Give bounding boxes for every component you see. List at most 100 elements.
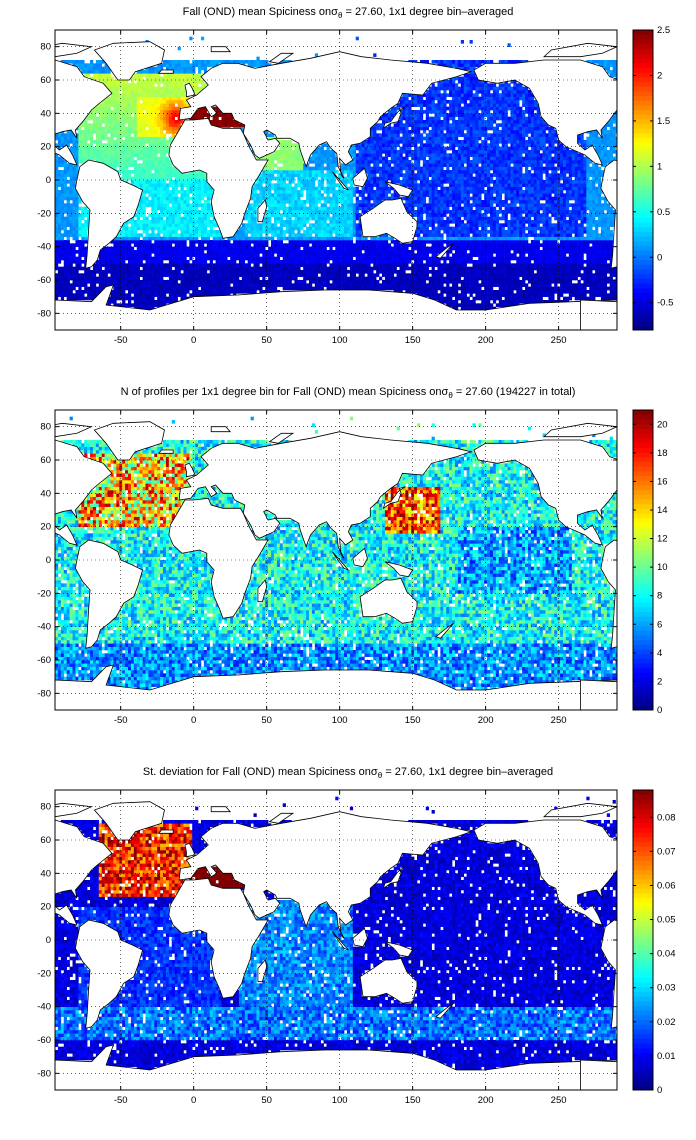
data-cell: [57, 216, 62, 221]
data-cell: [376, 163, 380, 167]
data-cell: [148, 256, 152, 261]
data-cell: [364, 160, 368, 164]
data-cell: [122, 270, 126, 274]
data-cell: [326, 156, 330, 161]
data-cell: [55, 226, 59, 231]
data-cell: [107, 140, 111, 144]
data-cell: [171, 300, 175, 304]
data-cell: [195, 110, 199, 114]
data-cell: [160, 286, 164, 291]
data-cell: [206, 243, 211, 247]
data-cell: [227, 116, 231, 121]
data-cell: [142, 293, 146, 297]
data-cell: [367, 153, 371, 157]
data-cell: [399, 256, 403, 261]
data-cell: [341, 283, 345, 287]
data-cell: [63, 166, 67, 171]
data-cell: [180, 86, 184, 91]
data-cell: [349, 203, 354, 207]
data-cell: [384, 266, 389, 271]
data-cell: [127, 116, 132, 121]
data-cell: [122, 133, 126, 137]
data-cell: [314, 210, 319, 214]
data-cell: [358, 156, 362, 161]
data-cell: [165, 273, 170, 277]
data-cell: [160, 100, 164, 104]
data-cell: [154, 216, 158, 221]
data-cell: [136, 150, 140, 154]
data-cell: [294, 240, 298, 244]
data-cell: [189, 173, 193, 177]
data-cell: [177, 246, 181, 251]
data-cell: [145, 70, 149, 74]
data-cell: [177, 236, 181, 241]
data-cell: [168, 296, 173, 301]
data-cell: [142, 216, 146, 221]
data-cell: [323, 273, 327, 277]
data-cell: [317, 170, 321, 174]
data-cell: [195, 293, 199, 297]
data-cell: [142, 226, 146, 231]
data-cell: [349, 226, 354, 231]
data-cell: [55, 253, 59, 257]
data-cell: [130, 146, 135, 151]
data-cell: [180, 243, 184, 247]
data-cell: [358, 163, 362, 167]
data-cell: [154, 150, 158, 154]
data-cell: [142, 240, 146, 244]
data-cell: [308, 183, 313, 187]
data-cell: [198, 253, 202, 257]
data-cell: [285, 260, 289, 264]
data-cell: [209, 250, 213, 254]
data-cell: [203, 266, 208, 271]
data-cell: [168, 103, 173, 107]
data-cell: [160, 146, 164, 151]
data-cell: [253, 223, 257, 227]
data-cell: [376, 153, 380, 157]
data-cell: [276, 160, 281, 164]
data-cell: [323, 150, 327, 154]
data-cell: [148, 233, 152, 237]
data-cell: [163, 293, 167, 297]
data-cell: [373, 150, 377, 154]
data-cell: [198, 86, 202, 91]
data-cell: [168, 136, 173, 141]
data-cell: [78, 296, 82, 301]
data-cell: [57, 253, 62, 257]
data-cell: [148, 106, 152, 111]
data-cell: [390, 246, 394, 251]
data-cell: [177, 106, 181, 111]
data-cell: [200, 273, 205, 277]
data-cell: [241, 126, 246, 131]
data-cell: [291, 200, 295, 204]
data-cell: [300, 163, 304, 167]
data-cell: [311, 153, 316, 157]
data-cell: [317, 163, 321, 167]
data-cell: [344, 243, 348, 247]
data-cell: [72, 230, 76, 234]
data-cell: [206, 266, 211, 271]
data-cell: [233, 263, 237, 267]
data-cell: [127, 290, 132, 294]
data-cell: [244, 250, 248, 254]
data-cell: [303, 263, 307, 267]
data-cell: [101, 283, 105, 287]
data-cell: [142, 283, 146, 287]
data-cell: [300, 273, 304, 277]
data-cell: [195, 90, 199, 94]
data-cell: [101, 80, 105, 84]
data-cell: [329, 156, 333, 161]
data-cell: [180, 263, 184, 267]
data-cell: [209, 253, 213, 257]
data-cell: [136, 83, 140, 87]
data-cell: [297, 176, 301, 181]
data-cell: [107, 270, 111, 274]
data-cell: [241, 240, 246, 244]
data-cell: [122, 260, 126, 264]
data-cell: [189, 240, 193, 244]
data-cell: [171, 93, 175, 97]
data-cell: [346, 206, 351, 211]
data-cell: [163, 273, 167, 277]
data-cell: [297, 230, 301, 234]
data-cell: [381, 273, 386, 277]
